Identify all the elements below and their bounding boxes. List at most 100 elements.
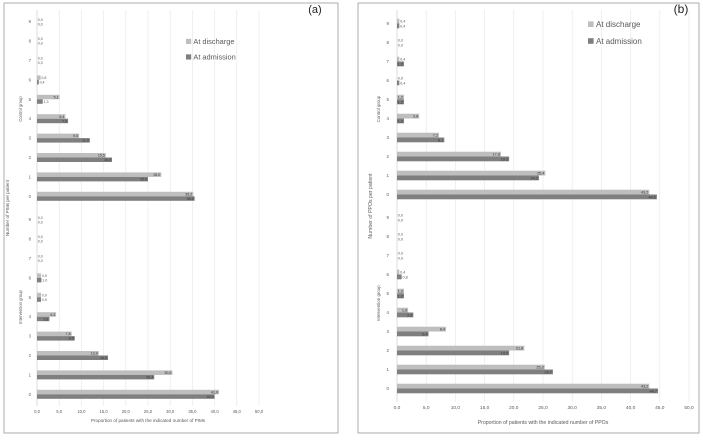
bar-value-label: 44,7 — [650, 389, 657, 393]
group-label: Intervention group — [18, 289, 23, 323]
x-tick-label: 0,0 — [34, 409, 40, 414]
bar-value-label: 0,4 — [40, 81, 45, 85]
bar-value-label: 0,0 — [38, 61, 43, 65]
chart-panel-a: 0,0 5,0 10,0 15,0 20,0 25,0 30,0 35,0 40,0 45,0 50… — [3, 2, 339, 434]
bar-at-admission — [397, 156, 510, 162]
category-label: 8 — [387, 234, 390, 239]
y-axis-title: Number of PIMs per patient — [5, 179, 10, 236]
bar-value-label: 8,1 — [438, 138, 443, 142]
bar-at-discharge — [37, 75, 41, 80]
legend-label: At admission — [193, 53, 235, 62]
bar-value-label: 0,0 — [38, 255, 43, 259]
bar-at-admission — [397, 99, 405, 105]
bar-at-discharge — [397, 326, 447, 332]
bar-value-label: 5,1 — [54, 95, 59, 99]
category-label: 0 — [387, 386, 390, 391]
bar-at-admission — [397, 194, 657, 200]
bar-value-label: 0,0 — [38, 216, 43, 220]
bar-at-discharge — [37, 370, 173, 375]
bar-at-admission — [37, 157, 113, 162]
group-label: Control group — [18, 96, 23, 122]
bar-at-admission — [397, 293, 405, 299]
bar-value-label: 43,2 — [641, 385, 648, 389]
bar-at-discharge — [397, 383, 650, 389]
bar-at-admission — [397, 61, 405, 67]
bar-at-admission — [37, 277, 42, 283]
bar-at-discharge — [397, 307, 409, 313]
category-label: 5 — [387, 291, 390, 296]
x-tick-label: 40,0 — [211, 409, 220, 414]
bar-value-label: 0,0 — [38, 22, 43, 26]
bar-value-label: 17,8 — [493, 153, 500, 157]
x-tick-label: 20,0 — [509, 405, 519, 411]
legend: At discharge At admission — [186, 37, 236, 62]
x-tick-label: 15,0 — [480, 405, 490, 411]
x-axis-title: Proportion of patients with the indicate… — [478, 420, 609, 426]
chart-panel-b: 0,0 5,0 10,0 15,0 20,0 25,0 30,0 35,0 40,0 45,0 50… — [357, 2, 700, 434]
category-label: 1 — [387, 173, 390, 178]
category-label: 9 — [29, 19, 32, 24]
category-label: 3 — [387, 329, 390, 334]
category-label: 9 — [387, 21, 390, 26]
category-label: 1 — [29, 372, 32, 377]
bar-at-discharge — [37, 312, 57, 317]
bar-at-discharge — [397, 189, 650, 195]
bar-value-label: 0,0 — [38, 240, 43, 244]
bar-value-label: 21,8 — [516, 347, 523, 351]
category-label: 4 — [29, 314, 32, 319]
bar-value-label: 0,4 — [400, 20, 405, 24]
legend-label: At discharge — [596, 20, 641, 29]
x-tick-label: 40,0 — [626, 405, 636, 411]
bar-value-label: 2,8 — [43, 317, 48, 321]
bar-value-label: 6,4 — [59, 115, 64, 119]
category-label: 3 — [387, 135, 390, 140]
bar-value-label: 4,3 — [50, 313, 55, 317]
bar-at-admission — [37, 118, 69, 124]
bar-value-label: 0,4 — [400, 271, 405, 275]
category-label: 2 — [29, 353, 32, 358]
bar-value-label: 0,0 — [38, 42, 43, 46]
legend-swatch-discharge — [186, 38, 192, 44]
bar-at-discharge — [37, 114, 66, 119]
bar-value-label: 0,0 — [398, 218, 403, 222]
category-label: 0 — [29, 194, 32, 199]
bar-at-admission — [37, 394, 215, 399]
category-label: 3 — [29, 334, 32, 339]
bar-at-admission — [37, 374, 155, 380]
bar-value-label: 1,3 — [44, 100, 49, 104]
bar-at-admission — [37, 336, 75, 341]
panel-label: (b) — [674, 2, 689, 16]
bar-at-admission — [397, 369, 553, 375]
bar-value-label: 1,2 — [398, 100, 403, 104]
x-tick-label: 25,0 — [538, 405, 548, 411]
bar-at-admission — [397, 80, 400, 86]
bar-at-admission — [37, 297, 41, 302]
bar-group-control: 9 0,00,08 0,00,07 0,00,06 0,80,45 5,11,34 6,47… — [18, 18, 195, 201]
bar-value-label: 16,0 — [100, 356, 107, 360]
bar-at-admission — [397, 388, 659, 394]
bar-value-label: 0,0 — [398, 43, 403, 47]
bar-at-discharge — [37, 191, 194, 197]
category-label: 0 — [387, 192, 390, 197]
bar-value-label: 25,3 — [536, 366, 543, 370]
panel-frame — [3, 2, 339, 434]
category-label: 6 — [29, 77, 32, 82]
legend-swatch-discharge — [588, 21, 594, 27]
bar-value-label: 0,0 — [398, 77, 403, 81]
bar-value-label: 1,2 — [398, 294, 403, 298]
bar-at-discharge — [397, 151, 501, 157]
category-label: 9 — [29, 217, 32, 222]
bar-value-label: 0,0 — [398, 237, 403, 241]
category-label: 1 — [387, 367, 390, 372]
bar-value-label: 7,0 — [62, 119, 67, 123]
x-tick-label: 30,0 — [568, 405, 578, 411]
bar-at-discharge — [37, 273, 41, 278]
category-label: 8 — [29, 39, 32, 44]
bar-at-admission — [397, 274, 402, 280]
bar-value-label: 1,9 — [402, 309, 407, 313]
bar-value-label: 16,9 — [104, 158, 111, 162]
bar-at-discharge — [37, 94, 60, 100]
bar-value-label: 7,8 — [66, 332, 71, 336]
bar-value-label: 26,7 — [545, 370, 552, 374]
